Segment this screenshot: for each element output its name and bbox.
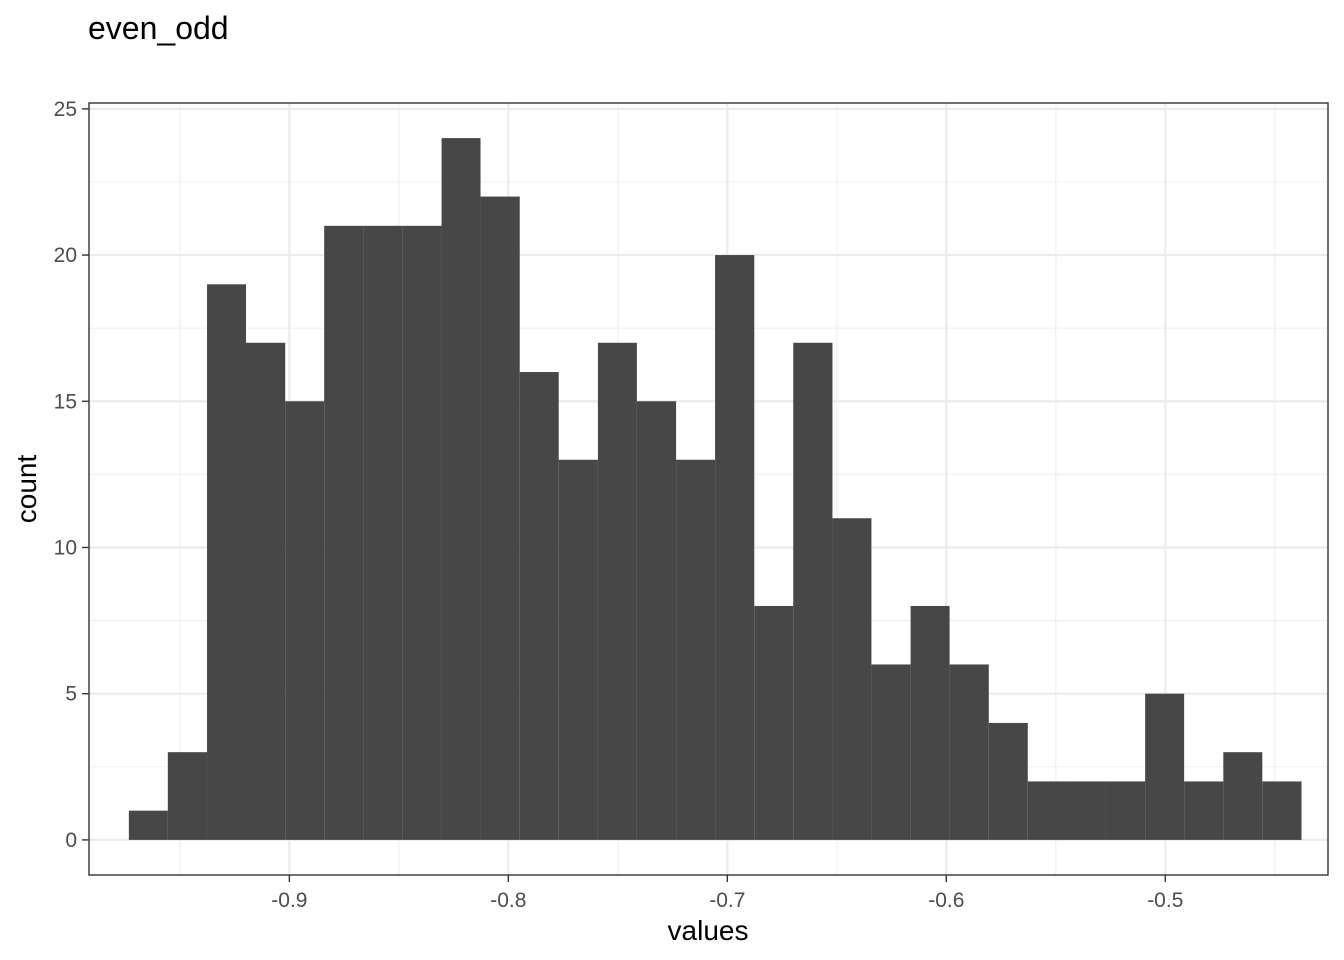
histogram-bar (324, 225, 364, 840)
histogram-bar (988, 722, 1028, 840)
histogram-bar (832, 518, 872, 840)
histogram-bar (1105, 781, 1146, 840)
y-axis-title: count (11, 455, 42, 524)
histogram-bar (1262, 781, 1302, 840)
histogram-bar (167, 752, 208, 840)
histogram-bar (871, 664, 911, 840)
histogram-bar (754, 605, 794, 840)
histogram-bar (1145, 693, 1185, 840)
plot-panel (88, 102, 1329, 876)
histogram-bar (558, 459, 598, 840)
histogram-bar (285, 401, 325, 840)
histogram-bar (1223, 752, 1263, 840)
histogram-bar (480, 196, 520, 840)
y-tick-label: 15 (54, 390, 77, 413)
y-tick-label: 20 (54, 244, 77, 267)
histogram-bar (1066, 781, 1106, 840)
y-axis: 0 5 10 15 20 25 (54, 98, 89, 852)
histogram-bar (949, 664, 989, 840)
histogram-bar (1184, 781, 1224, 840)
histogram-bar (128, 810, 168, 840)
histogram-bar (676, 459, 716, 840)
x-tick-label: -0.5 (1147, 889, 1183, 912)
x-tick-label: -0.6 (928, 889, 964, 912)
y-tick-label: 0 (65, 829, 77, 852)
histogram-bar (246, 342, 286, 840)
histogram-bar (1027, 781, 1067, 840)
panel-border (88, 102, 1329, 876)
histogram-bar (402, 225, 442, 840)
histogram-bar (207, 284, 247, 840)
histogram-bar (910, 605, 950, 840)
histogram-bar (597, 342, 637, 840)
histogram-bar (636, 401, 677, 840)
chart-title: even_odd (88, 10, 229, 46)
y-tick-label: 10 (54, 536, 77, 559)
x-tick-label: -0.9 (271, 889, 307, 912)
histogram-bar (793, 342, 833, 840)
histogram-bar (715, 255, 755, 840)
y-tick-label: 25 (54, 98, 77, 121)
y-tick-label: 5 (65, 683, 77, 706)
x-axis-title: values (668, 915, 749, 946)
x-axis: -0.9 -0.8 -0.7 -0.6 -0.5 (271, 875, 1183, 912)
histogram-bar (519, 372, 559, 840)
histogram-bar (363, 225, 403, 840)
histogram-bars (128, 138, 1302, 840)
x-tick-label: -0.7 (709, 889, 745, 912)
histogram-bar (441, 138, 481, 840)
x-tick-label: -0.8 (490, 889, 526, 912)
